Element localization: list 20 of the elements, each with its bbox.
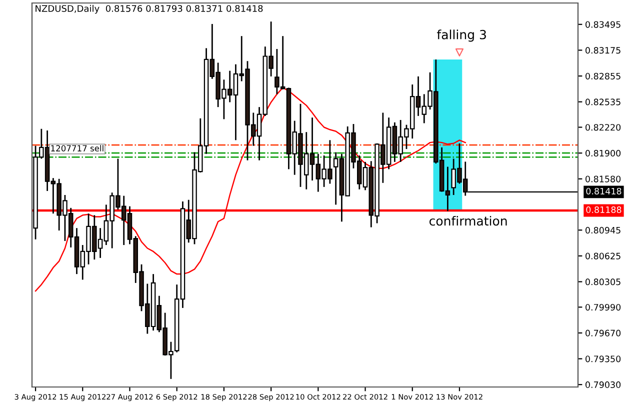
chart-title: NZDUSD,Daily 0.81576 0.81793 0.81371 0.81418 (36, 4, 263, 14)
ref-line-label: 0.81188 (586, 206, 622, 214)
ref-line-label: 1207717 sell (51, 144, 104, 152)
y-tick-label: 0.80625 (586, 252, 620, 260)
y-tick-label: 0.83495 (586, 21, 620, 28)
y-tick-label: 0.81580 (586, 176, 621, 182)
y-tick-label: 0.82535 (586, 98, 620, 106)
y-tick-label: 0.79350 (586, 356, 621, 362)
y-tick-label: 0.79030 (586, 381, 621, 388)
y-tick-label: 0.79990 (586, 304, 621, 311)
ref-line-label: 0.81418 (586, 188, 622, 194)
y-tick-label: 0.80945 (586, 226, 620, 234)
y-tick-label: 0.81900 (586, 150, 621, 156)
annotation: falling 3 (436, 30, 486, 42)
annotation: confirmation (429, 216, 507, 226)
y-tick-label: 0.82855 (586, 72, 620, 80)
y-tick-label: 0.83175 (586, 47, 620, 54)
y-tick-label: 0.82220 (586, 124, 621, 131)
y-tick-label: 0.79670 (586, 330, 621, 336)
y-tick-label: 0.80305 (586, 278, 620, 286)
